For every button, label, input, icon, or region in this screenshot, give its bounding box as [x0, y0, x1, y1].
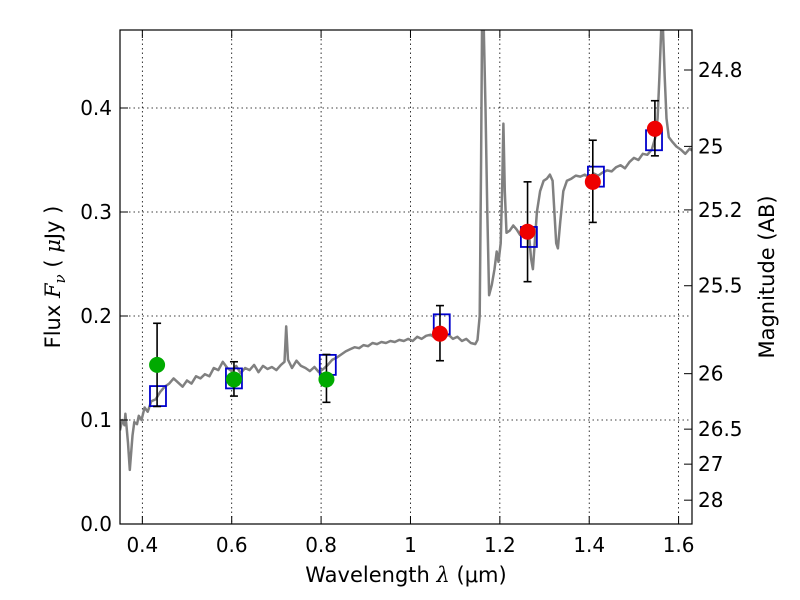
y-tick-label: 0.3 — [80, 200, 112, 224]
y-axis-label-symbol: F — [41, 282, 65, 299]
x-axis-label-symbol: λ — [436, 563, 450, 587]
data-point — [646, 120, 663, 137]
data-point — [584, 173, 601, 190]
y2-tick-label: 25 — [698, 134, 723, 158]
y-tick-label: 0.0 — [80, 512, 112, 536]
grid-lines — [120, 30, 692, 525]
plot-area — [120, 30, 692, 472]
y2-tick-label: 27 — [698, 452, 723, 476]
x-axis-label-main: Wavelength — [305, 563, 436, 587]
y-tick-label: 0.2 — [80, 304, 112, 328]
x-axis-label-unit: (μm) — [450, 563, 507, 587]
y-tick-label: 0.1 — [80, 408, 112, 432]
data-point — [431, 325, 448, 342]
data-point — [318, 371, 335, 388]
x-tick-label: 1.6 — [663, 533, 695, 557]
axes-frame — [119, 29, 693, 525]
x-tick-label: 1.4 — [573, 533, 605, 557]
x-tick-label: 0.4 — [126, 533, 158, 557]
y2-tick-label: 25.2 — [698, 198, 743, 222]
y-axis-label: Flux Fν ( μJy ) — [41, 206, 69, 349]
data-point — [149, 356, 166, 373]
x-tick-label: 0.6 — [216, 533, 248, 557]
y2-tick-label: 26 — [698, 362, 723, 386]
axis-ticks: 0.4 0.6 0.8 1 1.2 1.4 1.6 0.0 0.1 0.2 0.3 0.4 24.8 25… — [80, 30, 743, 557]
y-axis-label-open: ( — [41, 253, 65, 275]
y-axis-label-main: Flux — [41, 298, 65, 348]
y2-tick-label: 25.5 — [698, 274, 743, 298]
y-axis-label-close: Jy ) — [41, 206, 65, 242]
data-point — [225, 371, 242, 388]
x-tick-label: 0.8 — [305, 533, 337, 557]
y2-tick-label: 28 — [698, 488, 723, 512]
x-axis-label: Wavelength λ (μm) — [305, 563, 506, 587]
y2-tick-label: 24.8 — [698, 58, 743, 82]
data-point — [519, 223, 536, 240]
x-tick-label: 1 — [404, 533, 417, 557]
y-axis-label-mu: μ — [41, 239, 65, 253]
y-axis-label-subscript: ν — [51, 274, 69, 283]
y2-tick-label: 26.5 — [698, 417, 743, 441]
x-tick-label: 1.2 — [484, 533, 516, 557]
y-tick-label: 0.4 — [80, 96, 112, 120]
secondary-y-axis-label: Magnitude (AB) — [755, 195, 779, 358]
model-spectrum-line — [120, 30, 692, 472]
